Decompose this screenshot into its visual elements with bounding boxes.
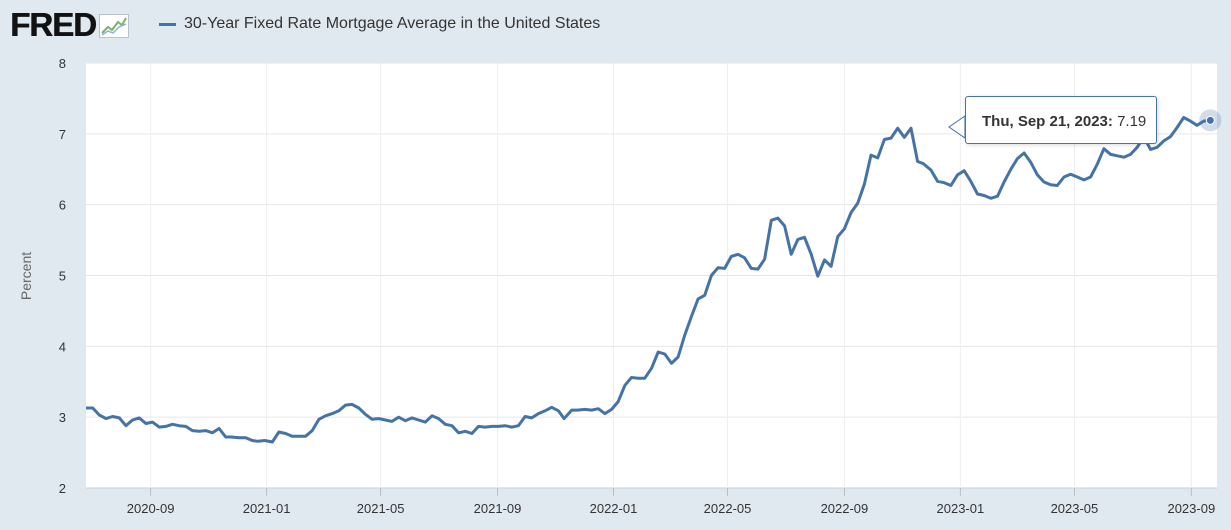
y-tick-label: 6 [59, 198, 66, 213]
hover-point[interactable] [1205, 115, 1215, 125]
x-tick-label: 2023-05 [1051, 501, 1099, 516]
y-tick-label: 7 [59, 127, 66, 142]
x-tick-label: 2023-09 [1167, 501, 1215, 516]
chart-header: FRED 30-Year Fixed Rate Mortgage Average… [0, 0, 1231, 52]
y-axis-ticks: 2 3 4 5 6 7 8 [59, 56, 66, 496]
grid-lines [86, 62, 1217, 489]
x-tick-label: 2020-09 [127, 501, 175, 516]
legend-label: 30-Year Fixed Rate Mortgage Average in t… [184, 15, 601, 32]
hover-marker [1199, 109, 1222, 132]
tooltip-value: 7.19 [1117, 113, 1147, 130]
y-tick-label: 3 [59, 410, 66, 425]
y-tick-label: 4 [59, 339, 66, 354]
fred-logo[interactable]: FRED [10, 8, 129, 42]
y-tick-label: 8 [59, 56, 66, 71]
x-tick-label: 2022-05 [704, 501, 752, 516]
fred-logo-text: FRED [10, 6, 97, 43]
x-tick-label: 2023-01 [937, 501, 985, 516]
x-tick-label: 2021-05 [357, 501, 405, 516]
y-axis-label: Percent [18, 252, 34, 300]
x-axis-ticks: 2020-09 2021-01 2021-05 2021-09 2022-01 2022-… [127, 488, 1215, 516]
tooltip-date: Thu, Sep 21, 2023: [982, 113, 1113, 130]
data-tooltip: Thu, Sep 21, 2023: 7.19 [965, 96, 1157, 144]
series-line[interactable] [86, 116, 1211, 444]
fred-graph-icon [98, 14, 129, 38]
legend-swatch [159, 22, 176, 26]
x-tick-label: 2021-01 [243, 501, 291, 516]
x-tick-label: 2022-01 [590, 501, 638, 516]
y-tick-label: 2 [59, 481, 66, 496]
chart-legend[interactable]: 30-Year Fixed Rate Mortgage Average in t… [159, 14, 600, 34]
x-tick-label: 2022-09 [821, 501, 869, 516]
y-tick-label: 5 [59, 269, 66, 284]
x-tick-label: 2021-09 [474, 501, 522, 516]
